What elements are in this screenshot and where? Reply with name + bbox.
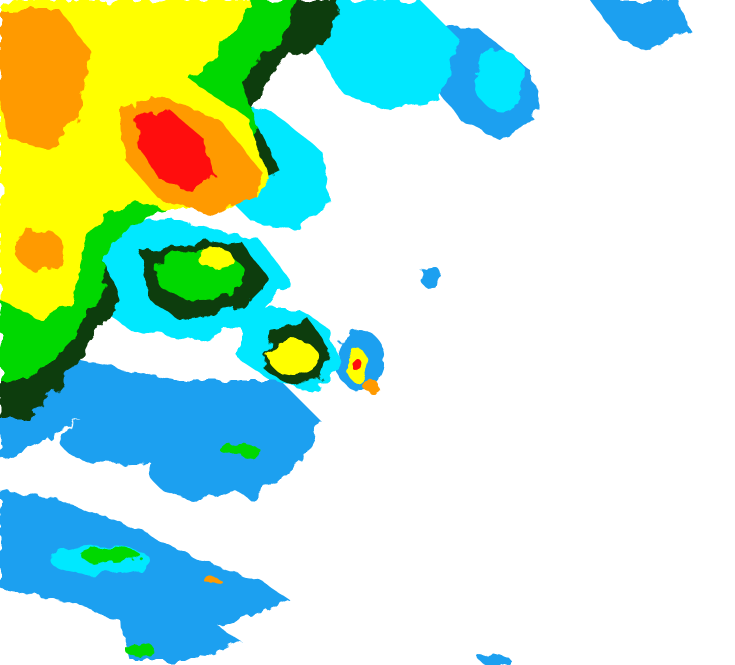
moderate-rain-cell <box>125 643 155 657</box>
very-heavy-rain-area <box>0 10 90 150</box>
heavy-rain-cell <box>268 340 318 374</box>
light-rain-cell <box>480 654 510 665</box>
light-precipitation-layer <box>0 0 690 665</box>
light-rain-cell <box>420 268 444 288</box>
very-heavy-rain-cell <box>204 576 220 584</box>
very-heavy-rain-cell <box>15 230 65 270</box>
light-rain-area <box>150 440 250 500</box>
light-rain-area <box>60 415 180 465</box>
moderate-rain-cell <box>220 444 260 456</box>
moderate-rain-cell <box>80 547 140 563</box>
intense-rain-core <box>135 110 215 190</box>
intense-precipitation-layer <box>135 110 361 372</box>
intense-rain-core <box>353 358 361 372</box>
light-rain-area <box>590 0 690 50</box>
rain-cell <box>475 50 525 110</box>
very-heavy-rain-cell <box>362 379 378 391</box>
heavy-rain-cell <box>197 248 233 268</box>
